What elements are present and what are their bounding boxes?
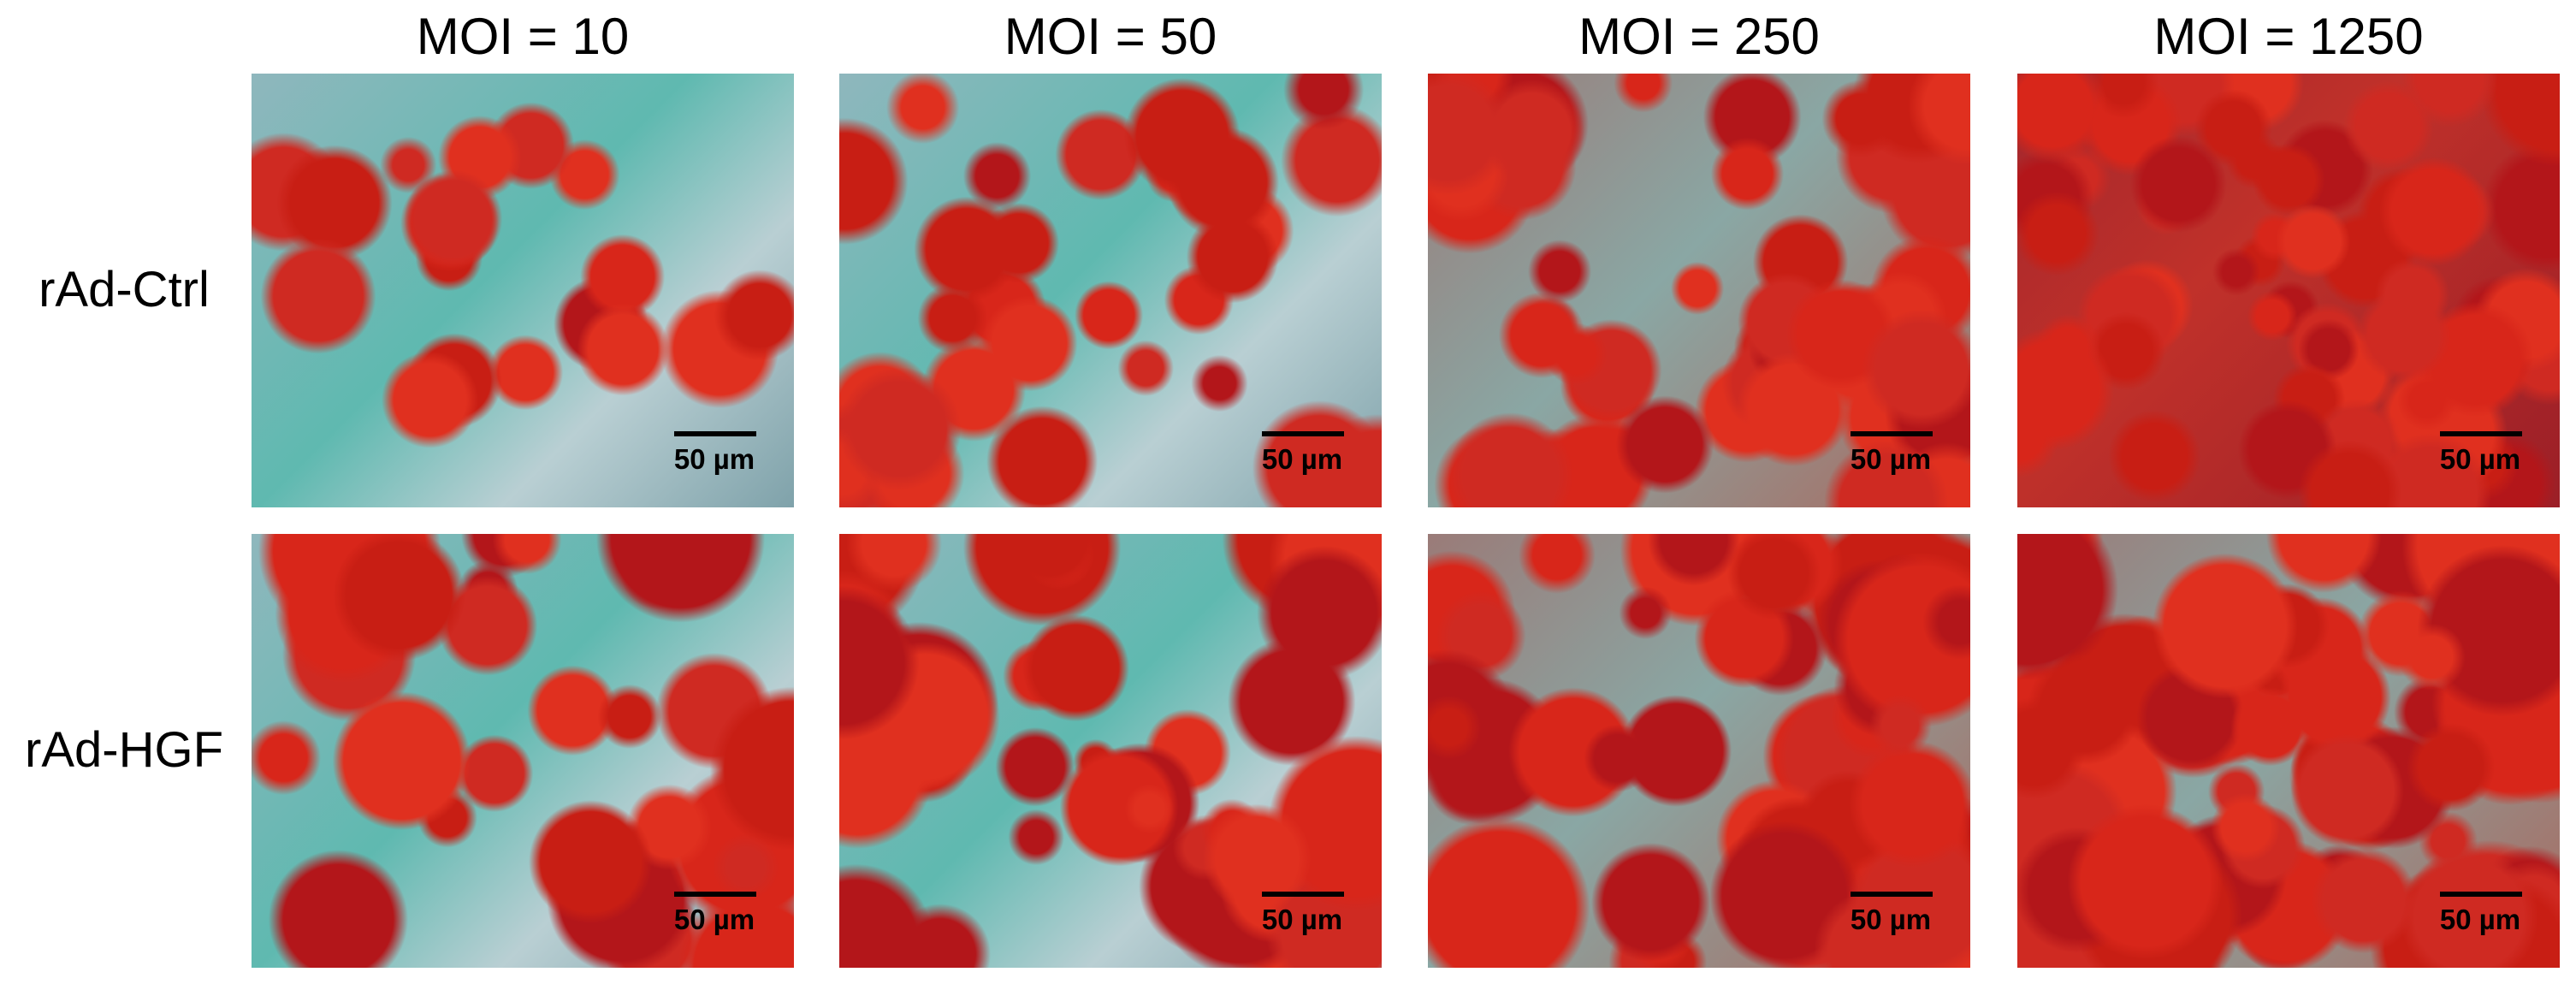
scale-bar (2440, 431, 2522, 436)
micrograph: 50 µm (1428, 74, 1970, 507)
scale-bar (1262, 431, 1344, 436)
column-title: MOI = 1250 (2153, 8, 2424, 65)
micrograph: 50 µm (839, 74, 1382, 507)
scale-bar-label: 50 µm (2439, 904, 2521, 935)
scale-bar-label: 50 µm (673, 443, 755, 475)
micrograph: 50 µm (2017, 534, 2560, 968)
scale-bar-label: 50 µm (1261, 443, 1343, 475)
scale-bar-label: 50 µm (1850, 904, 1932, 935)
row-label: rAd-Ctrl (38, 262, 210, 317)
scale-bar (2440, 892, 2522, 897)
micrograph: 50 µm (1428, 534, 1970, 968)
column-title: MOI = 250 (1578, 8, 1820, 65)
scale-bar (1262, 892, 1344, 897)
scale-bar-label: 50 µm (673, 904, 755, 935)
micrograph: 50 µm (2017, 74, 2560, 507)
micrograph: 50 µm (252, 534, 794, 968)
column-title: MOI = 10 (416, 8, 630, 65)
scale-bar (1851, 431, 1933, 436)
scale-bar-label: 50 µm (2439, 443, 2521, 475)
row-label: rAd-HGF (25, 722, 223, 778)
scale-bar-label: 50 µm (1850, 443, 1932, 475)
micrograph: 50 µm (839, 534, 1382, 968)
scale-bar (674, 892, 756, 897)
scale-bar (1851, 892, 1933, 897)
micrograph: 50 µm (252, 74, 794, 507)
scale-bar (674, 431, 756, 436)
column-title: MOI = 50 (1004, 8, 1217, 65)
scale-bar-label: 50 µm (1261, 904, 1343, 935)
